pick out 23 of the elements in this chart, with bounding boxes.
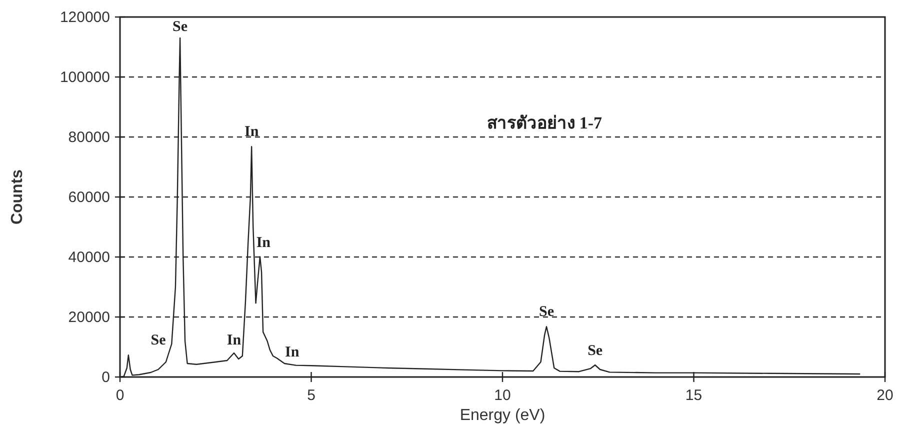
y-tick-label: 60000 (68, 189, 110, 206)
y-tick-label: 40000 (68, 249, 110, 266)
annotation: Se (150, 332, 166, 349)
annotation: สารตัวอย่าง 1-7 (487, 114, 603, 133)
annotation: In (226, 332, 242, 348)
y-tick-label: 120000 (60, 9, 110, 26)
x-tick-label: 10 (494, 387, 511, 404)
y-tick-label: 20000 (68, 309, 110, 326)
annotation: In (244, 124, 260, 140)
x-tick-label: 5 (307, 387, 316, 404)
annotation: In (256, 235, 272, 251)
x-tick-label: 0 (116, 387, 124, 404)
y-tick-label: 80000 (68, 129, 110, 146)
y-axis-title: Counts (9, 169, 26, 225)
y-tick-label: 0 (102, 369, 110, 386)
x-tick-label: 20 (876, 387, 894, 404)
x-axis-title: Energy (eV) (460, 407, 546, 424)
annotation: In (285, 344, 300, 360)
annotation: Se (172, 19, 188, 35)
y-tick-label: 100000 (60, 69, 110, 86)
x-tick-label: 15 (685, 387, 702, 404)
annotation: Se (538, 304, 554, 320)
annotation: Se (588, 343, 603, 359)
